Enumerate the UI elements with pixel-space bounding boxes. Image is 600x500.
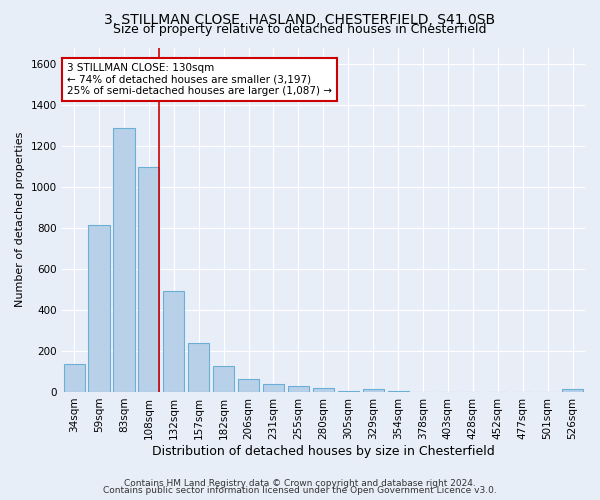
Bar — [188, 343, 209, 392]
Text: 3, STILLMAN CLOSE, HASLAND, CHESTERFIELD, S41 0SB: 3, STILLMAN CLOSE, HASLAND, CHESTERFIELD… — [104, 12, 496, 26]
Bar — [138, 168, 160, 392]
Text: Contains public sector information licensed under the Open Government Licence v3: Contains public sector information licen… — [103, 486, 497, 495]
Text: Size of property relative to detached houses in Chesterfield: Size of property relative to detached ho… — [113, 22, 487, 36]
Bar — [88, 225, 110, 392]
Bar — [113, 128, 134, 392]
Text: 3 STILLMAN CLOSE: 130sqm
← 74% of detached houses are smaller (3,197)
25% of sem: 3 STILLMAN CLOSE: 130sqm ← 74% of detach… — [67, 63, 332, 96]
Bar — [64, 364, 85, 392]
Text: Contains HM Land Registry data © Crown copyright and database right 2024.: Contains HM Land Registry data © Crown c… — [124, 478, 476, 488]
Bar — [288, 386, 309, 392]
Bar — [263, 384, 284, 392]
Y-axis label: Number of detached properties: Number of detached properties — [15, 132, 25, 308]
Bar — [313, 388, 334, 392]
Bar — [213, 366, 234, 392]
Bar — [163, 292, 184, 392]
Bar — [238, 378, 259, 392]
X-axis label: Distribution of detached houses by size in Chesterfield: Distribution of detached houses by size … — [152, 444, 495, 458]
Bar — [362, 390, 384, 392]
Bar — [338, 391, 359, 392]
Bar — [562, 390, 583, 392]
